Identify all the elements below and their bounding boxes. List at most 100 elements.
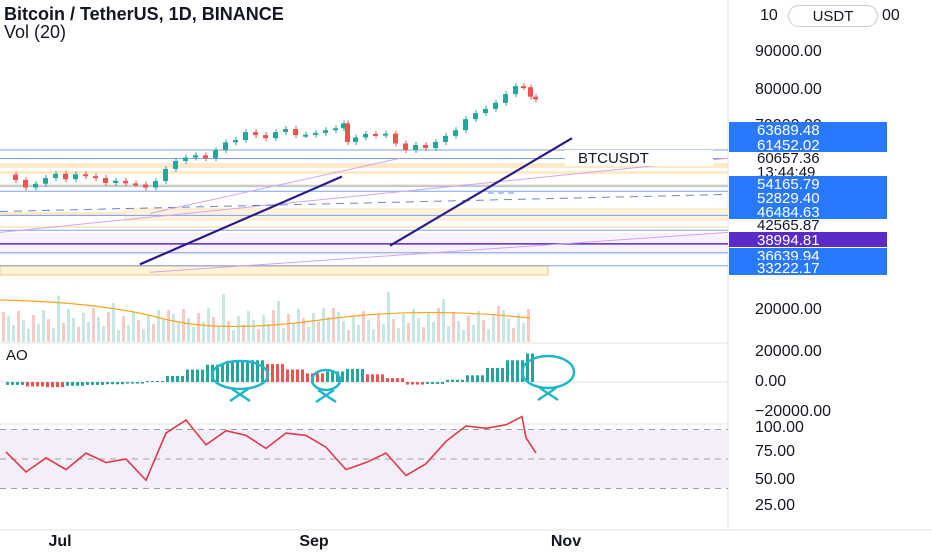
- candle-body: [263, 135, 268, 139]
- volume-bar: [332, 308, 335, 342]
- volume-bar: [437, 308, 440, 342]
- candle-body: [293, 129, 298, 136]
- trendline: [389, 137, 573, 247]
- volume-bar: [107, 312, 110, 342]
- volume-bar: [442, 299, 445, 342]
- candle-body: [193, 155, 198, 158]
- ao-bar: [456, 379, 459, 382]
- candle-body: [13, 174, 18, 180]
- ao-bar: [346, 368, 349, 382]
- volume-bar: [87, 322, 90, 342]
- ao-bar: [486, 367, 489, 382]
- volume-bar: [447, 326, 450, 342]
- ao-bar: [296, 369, 299, 382]
- volume-bar: [167, 310, 170, 342]
- ao-bar: [176, 375, 179, 382]
- ao-bar: [6, 382, 9, 385]
- volume-bar: [127, 325, 130, 342]
- volume-bar: [492, 315, 495, 342]
- chart-title: Bitcoin / TetherUS, 1D, BINANCE: [4, 4, 284, 24]
- volume-bar: [37, 324, 40, 342]
- price-badge-label: 33222.17: [757, 260, 820, 277]
- volume-bar: [302, 318, 305, 342]
- ao-bar: [241, 360, 244, 382]
- ao-annotation-tail: [229, 387, 251, 403]
- demand-zone: [124, 208, 729, 221]
- ao-bar: [426, 382, 429, 384]
- candle-body: [333, 128, 338, 131]
- volume-bar: [12, 325, 15, 342]
- candle-body: [303, 134, 308, 137]
- volume-bar: [522, 323, 525, 342]
- ao-bar: [491, 367, 494, 382]
- candle-body: [203, 155, 208, 159]
- ao-bar: [226, 360, 229, 382]
- candle-body: [528, 87, 533, 97]
- candle-body: [83, 174, 88, 177]
- volume-bar: [27, 329, 30, 342]
- ao-bar: [336, 371, 339, 382]
- demand-zone: [0, 265, 549, 276]
- volume-bar: [112, 303, 115, 342]
- volume-bar: [157, 310, 160, 342]
- ao-bar: [126, 382, 129, 384]
- ao-annotation-tail: [537, 386, 559, 402]
- ao-bar: [181, 375, 184, 382]
- volume-bar: [462, 330, 465, 342]
- ao-bar: [171, 375, 174, 382]
- candle-body: [413, 145, 418, 150]
- series-label: BTCUSDT: [578, 150, 649, 167]
- candle-body: [341, 123, 346, 129]
- price-tick-label-tail: 00: [882, 7, 900, 24]
- volume-bar: [72, 318, 75, 342]
- volume-bar: [222, 294, 225, 342]
- volume-bar: [172, 314, 175, 342]
- candle-body: [443, 135, 448, 142]
- currency-button[interactable]: USDT: [788, 5, 878, 27]
- volume-bar: [292, 323, 295, 342]
- volume-bar: [197, 313, 200, 342]
- volume-bar: [47, 319, 50, 342]
- candle-body: [273, 132, 278, 139]
- volume-bar: [132, 311, 135, 342]
- ao-bar: [401, 378, 404, 382]
- volume-bar: [137, 320, 140, 342]
- rsi-tick-label: 100.00: [755, 419, 804, 436]
- ao-bar: [291, 369, 294, 382]
- volume-bar: [322, 308, 325, 342]
- volume-bar: [227, 321, 230, 342]
- candle-body: [393, 133, 398, 144]
- volume-bar: [187, 318, 190, 342]
- candle-body: [233, 140, 238, 143]
- ao-bar: [411, 382, 414, 385]
- candle-body: [153, 181, 158, 188]
- volume-bar: [412, 309, 415, 342]
- ao-bar: [11, 382, 14, 385]
- ao-bar: [371, 374, 374, 382]
- ao-bar: [496, 367, 499, 382]
- price-axis-value: 42565.87: [757, 217, 820, 234]
- candle-body: [223, 142, 228, 151]
- rsi-tick-label: 50.00: [755, 471, 795, 488]
- candle-body: [423, 145, 428, 149]
- volume-bar: [342, 321, 345, 342]
- volume-bar: [152, 324, 155, 342]
- volume-bar: [402, 314, 405, 342]
- volume-bar: [122, 316, 125, 342]
- ao-bar: [471, 375, 474, 382]
- time-tick-label: Jul: [48, 533, 71, 550]
- ao-bar: [351, 368, 354, 382]
- candle-body: [253, 132, 258, 136]
- candle-body: [243, 132, 248, 141]
- ao-annotation-tail: [315, 388, 337, 404]
- volume-bar: [387, 292, 390, 342]
- volume-label: Vol (20): [4, 22, 67, 42]
- ao-bar: [216, 364, 219, 382]
- ao-bar: [116, 382, 119, 385]
- volume-bar: [237, 316, 240, 342]
- ao-bar: [146, 381, 149, 383]
- candle-body: [345, 123, 350, 142]
- ao-bar: [461, 379, 464, 382]
